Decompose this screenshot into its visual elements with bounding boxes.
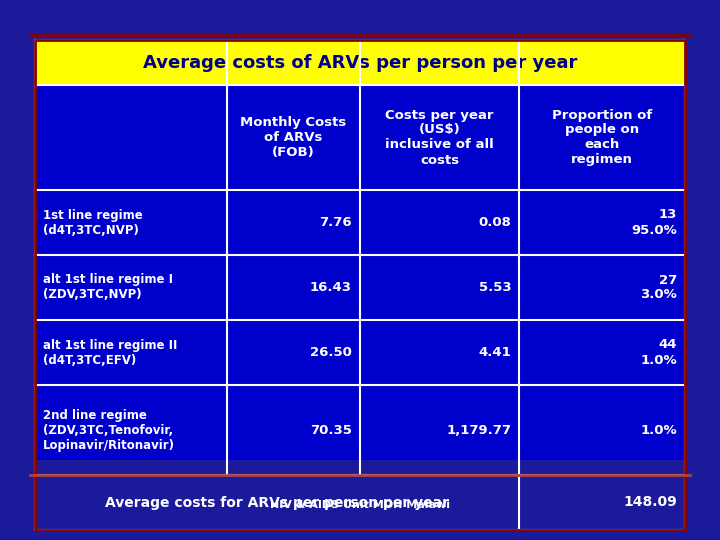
Text: 1,179.77: 1,179.77 [446,423,511,436]
Text: 0.08: 0.08 [478,216,511,229]
Text: 7.76: 7.76 [320,216,352,229]
Text: HIV & AIDS Unit MOH Malawi: HIV & AIDS Unit MOH Malawi [270,500,450,510]
Text: 70.35: 70.35 [310,423,352,436]
Text: 44
1.0%: 44 1.0% [640,339,677,367]
Text: alt 1st line regime I
(ZDV,3TC,NVP): alt 1st line regime I (ZDV,3TC,NVP) [43,273,173,301]
Text: 2nd line regime
(ZDV,3TC,Tenofovir,
Lopinavir/Ritonavir): 2nd line regime (ZDV,3TC,Tenofovir, Lopi… [43,408,175,451]
Text: Average costs of ARVs per person per year: Average costs of ARVs per person per yea… [143,53,577,71]
Text: 4.41: 4.41 [479,346,511,359]
Bar [35,40,685,85]
Text: 27
3.0%: 27 3.0% [640,273,677,301]
Text: 13
95.0%: 13 95.0% [631,208,677,237]
Text: 148.09: 148.09 [624,496,677,510]
Text: 16.43: 16.43 [310,281,352,294]
Text: 1st line regime
(d4T,3TC,NVP): 1st line regime (d4T,3TC,NVP) [43,208,143,237]
Text: alt 1st line regime II
(d4T,3TC,EFV): alt 1st line regime II (d4T,3TC,EFV) [43,339,177,367]
Text: Average costs for ARVs per person per year: Average costs for ARVs per person per ye… [105,496,449,510]
Text: 5.53: 5.53 [479,281,511,294]
Text: Costs per year
(US$)
inclusive of all
costs: Costs per year (US$) inclusive of all co… [385,109,494,166]
Text: Proportion of
people on
each
regimen: Proportion of people on each regimen [552,109,652,166]
Text: 26.50: 26.50 [310,346,352,359]
Text: Monthly Costs
of ARVs
(FOB): Monthly Costs of ARVs (FOB) [240,116,346,159]
Text: 1.0%: 1.0% [640,423,677,436]
Bar [35,40,685,460]
